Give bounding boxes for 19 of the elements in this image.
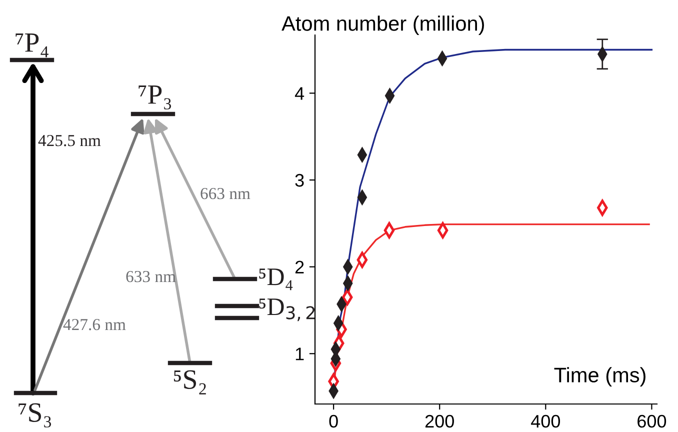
y-axis-title: Atom number (million) [282, 16, 484, 35]
text: ⁵D₄ [259, 268, 293, 290]
x-tick-label: 600 [638, 414, 666, 428]
text: 425.5 nm [38, 134, 101, 146]
y-tick-label: 3 [295, 174, 304, 187]
text: ⁷P₄ [16, 33, 48, 58]
y-tick-label: 2 [295, 260, 304, 274]
text: 663 nm [200, 188, 250, 200]
x-tick-label: 0 [329, 414, 338, 428]
text: ⁷P₃ [138, 85, 172, 110]
x-axis-title: Time (ms) [554, 367, 646, 387]
y-tick-label: 4 [294, 87, 304, 100]
y-tick-label: 1 [296, 348, 304, 360]
text: ⁷S₃ [18, 403, 52, 428]
text: ⁵D$_{3,2}$ [259, 298, 314, 322]
x-tick-label: 200 [425, 414, 454, 428]
x-tick-label: 400 [531, 414, 560, 428]
text: 427.6 nm [63, 318, 126, 330]
text: ⁵S₂ [174, 370, 206, 394]
